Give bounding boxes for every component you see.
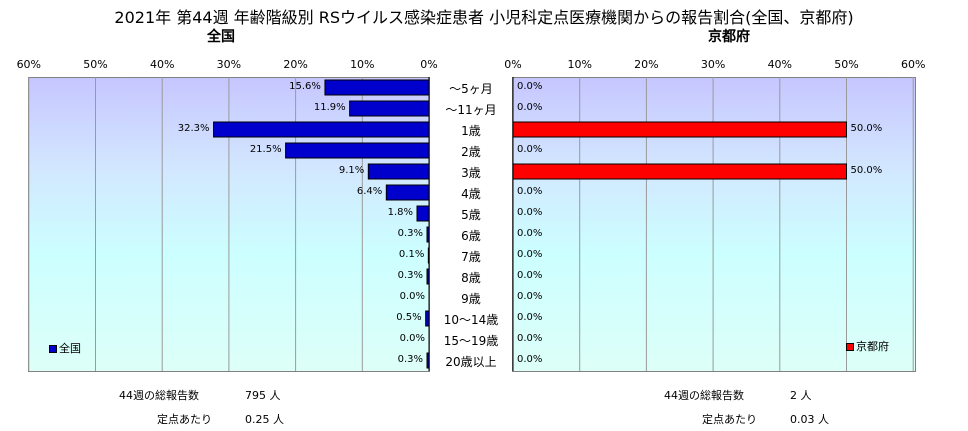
footer-left-total-label: 44週の総報告数 (119, 389, 199, 402)
category-label: 4歳 (461, 186, 481, 201)
bar-right (512, 163, 847, 180)
footer-right-per-label: 定点あたり (702, 413, 757, 426)
category-label: 6歳 (461, 228, 481, 243)
value-label-left: 15.6% (289, 80, 321, 92)
tick-label-left: 60% (16, 58, 42, 71)
category-label: 5歳 (461, 207, 481, 222)
value-label-left: 0.3% (397, 269, 423, 281)
bar-left (324, 79, 430, 96)
value-label-right: 50.0% (850, 164, 883, 176)
bar-left (427, 247, 430, 264)
value-label-right: 50.0% (850, 122, 883, 134)
value-label-left: 32.3% (177, 122, 210, 134)
left-panel-title: 全国 (207, 29, 235, 45)
value-label-right: 0.0% (517, 143, 543, 155)
tick-label-right: 30% (700, 58, 726, 71)
category-label: 8歳 (461, 270, 481, 285)
tick-label-right: 50% (834, 58, 859, 71)
bar-left (367, 163, 430, 180)
bar-left (426, 352, 430, 369)
value-label-right: 0.0% (517, 80, 543, 92)
footer-left-per-value: 0.25 人 (245, 413, 284, 426)
legend-swatch-right (846, 343, 854, 351)
bar-left (349, 100, 430, 117)
value-label-left: 0.0% (399, 332, 425, 344)
value-label-right: 0.0% (517, 185, 543, 197)
category-label: 3歳 (461, 165, 481, 180)
legend-left: 全国 (49, 340, 81, 356)
value-label-right: 0.0% (517, 206, 543, 218)
value-label-right: 0.0% (517, 248, 543, 260)
category-label: ～5ヶ月 (449, 81, 493, 96)
bar-left (425, 310, 430, 327)
tick-label-left: 10% (350, 58, 375, 71)
value-label-right: 0.0% (517, 269, 543, 281)
footer-right-total-label: 44週の総報告数 (664, 389, 744, 402)
category-label: 15～19歳 (443, 333, 499, 348)
value-label-right: 0.0% (517, 311, 543, 323)
value-label-right: 0.0% (517, 332, 543, 344)
value-label-left: 0.1% (398, 248, 425, 260)
tick-label-right: 0% (504, 58, 522, 71)
tick-label-right: 60% (900, 58, 926, 71)
category-label: 2歳 (461, 144, 481, 159)
right-panel-title: 京都府 (708, 29, 750, 45)
bar-left (426, 268, 430, 285)
tick-label-left: 20% (283, 58, 308, 71)
tick-label-right: 20% (634, 58, 659, 71)
bar-right (512, 121, 847, 138)
footer-left-per-label: 定点あたり (157, 413, 212, 426)
bar-left (426, 226, 430, 243)
value-label-right: 0.0% (517, 101, 543, 113)
value-label-right: 0.0% (517, 353, 543, 365)
footer-right-per-value: 0.03 人 (790, 413, 829, 426)
category-label: 9歳 (461, 291, 481, 306)
value-label-left: 0.0% (399, 290, 425, 302)
value-label-right: 0.0% (517, 290, 543, 302)
tick-label-left: 30% (216, 58, 242, 71)
value-label-left: 11.9% (313, 101, 346, 113)
footer-left-total-value: 795 人 (245, 389, 281, 402)
value-label-left: 0.5% (396, 311, 422, 323)
tick-label-left: 40% (149, 58, 175, 71)
bar-left (385, 184, 430, 201)
tick-label-left: 50% (83, 58, 108, 71)
tick-label-left: 0% (420, 58, 438, 71)
value-label-left: 0.3% (397, 227, 423, 239)
category-label: 10～14歳 (443, 312, 499, 327)
legend-label-left: 全国 (59, 342, 81, 355)
category-label: ～11ヶ月 (445, 102, 497, 117)
value-label-left: 1.8% (387, 206, 413, 218)
bar-left (416, 205, 430, 222)
category-label: 1歳 (461, 123, 481, 138)
value-label-right: 0.0% (517, 227, 543, 239)
value-label-left: 0.3% (397, 353, 423, 365)
category-label: 7歳 (461, 249, 481, 264)
category-label: 20歳以上 (445, 354, 497, 369)
legend-swatch-left (49, 345, 57, 353)
legend-label-right: 京都府 (856, 340, 889, 353)
tick-label-right: 40% (767, 58, 793, 71)
bar-left (285, 142, 430, 159)
value-label-left: 6.4% (356, 185, 383, 197)
main-title: 2021年 第44週 年齢階級別 RSウイルス感染症患者 小児科定点医療機関から… (114, 8, 854, 27)
legend-right: 京都府 (846, 338, 889, 354)
tick-label-right: 10% (567, 58, 592, 71)
footer-right-total-value: 2 人 (790, 389, 812, 402)
value-label-left: 9.1% (338, 164, 365, 176)
bar-left (213, 121, 430, 138)
value-label-left: 21.5% (249, 143, 282, 155)
